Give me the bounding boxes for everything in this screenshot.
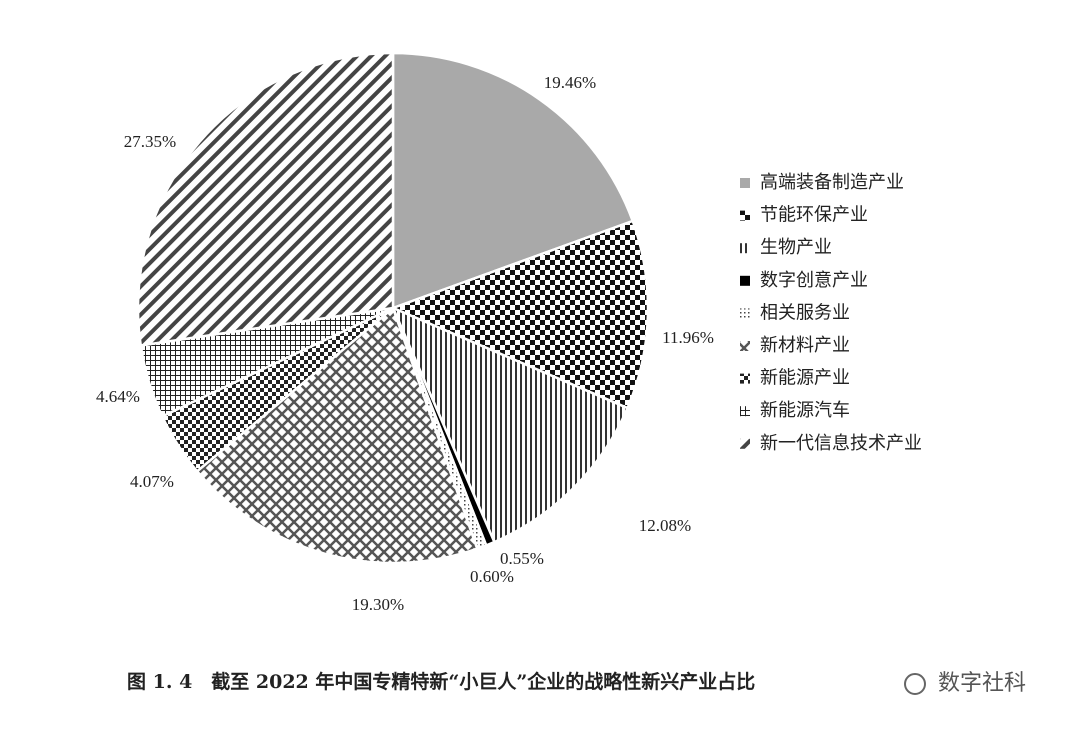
legend-label: 生物产业: [760, 237, 832, 258]
legend-swatch: [740, 210, 750, 221]
legend-label: 新能源汽车: [760, 400, 850, 421]
data-label: 11.96%: [662, 328, 714, 347]
data-label: 0.60%: [470, 567, 514, 586]
legend-swatch: [740, 341, 750, 351]
data-label: 4.64%: [96, 387, 140, 406]
pie-slice: [195, 305, 479, 565]
caption: 图 1. 4 截至 2022 年中国专精特新“小巨人”企业的战略性新兴产业占比: [127, 670, 755, 693]
watermark: 数字社科: [938, 671, 1026, 696]
data-label: 4.07%: [130, 472, 174, 491]
legend-label: 新材料产业: [760, 335, 850, 356]
legend-label: 数字创意产业: [760, 270, 868, 291]
legend-swatch: [740, 178, 750, 188]
data-label: 12.08%: [639, 516, 691, 535]
legend-swatch: [740, 243, 750, 254]
watermark-icon: [904, 673, 926, 695]
data-label: 0.55%: [500, 549, 544, 568]
pie-slice: [390, 305, 630, 544]
pie-slice: [391, 51, 635, 310]
legend-swatch: [740, 438, 750, 449]
data-label: 27.35%: [124, 132, 176, 151]
data-label: 19.46%: [544, 73, 596, 92]
pie-slice: [136, 51, 395, 347]
legend-label: 新能源产业: [760, 368, 850, 389]
legend-label: 新一代信息技术产业: [760, 433, 922, 454]
pie-slice: [389, 219, 650, 410]
legend-label: 高端装备制造产业: [760, 172, 904, 193]
legend-swatch: [740, 406, 750, 417]
legend-swatch: [740, 308, 750, 319]
legend-swatch: [740, 373, 750, 384]
legend-swatch: [740, 275, 750, 286]
legend-label: 节能环保产业: [760, 205, 868, 226]
watermark-bg: [878, 665, 1068, 703]
data-label: 19.30%: [352, 595, 404, 614]
legend-label: 相关服务业: [760, 302, 850, 323]
